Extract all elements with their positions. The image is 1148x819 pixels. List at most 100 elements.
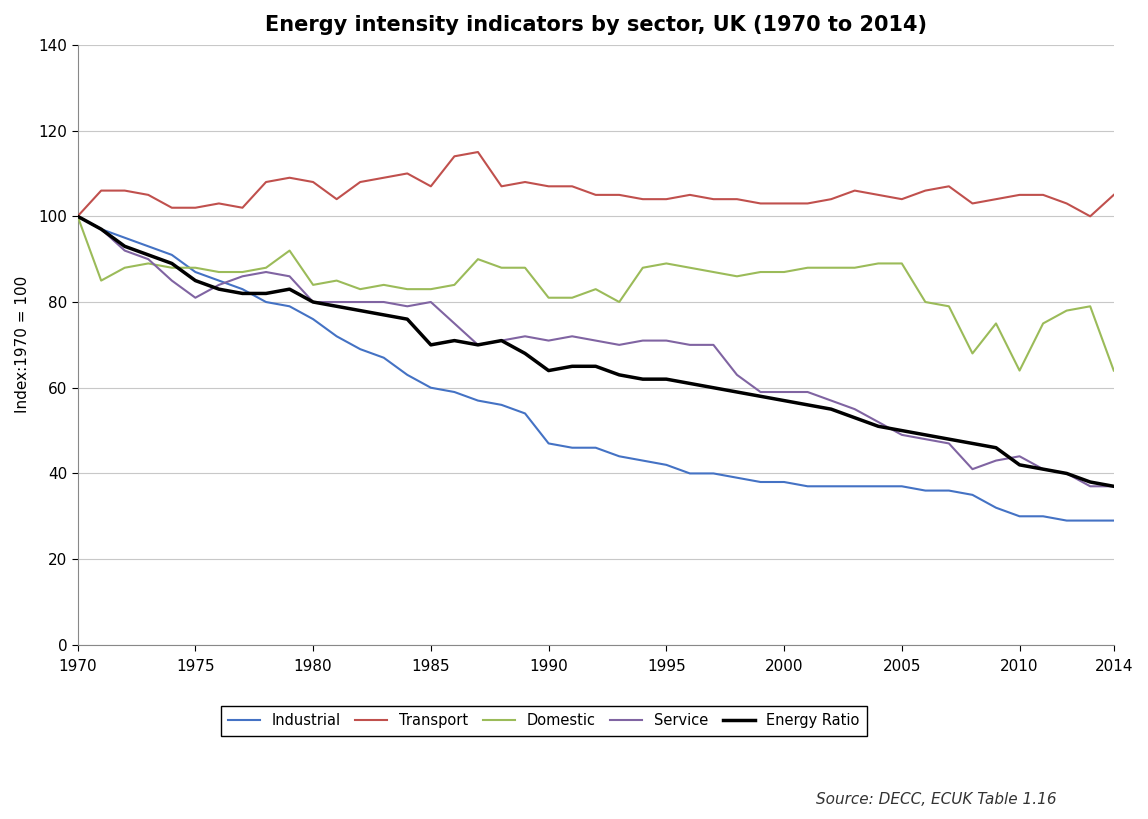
Domestic: [71, 211, 85, 221]
Transport: [683, 190, 697, 200]
Service: [848, 405, 862, 414]
Service: [871, 417, 885, 427]
Domestic: [354, 284, 367, 294]
Domestic: [943, 301, 956, 311]
Transport: [1084, 211, 1097, 221]
Domestic: [282, 246, 296, 256]
Industrial: [895, 482, 909, 491]
Service: [1060, 468, 1073, 478]
Transport: [118, 186, 132, 196]
Energy Ratio: [990, 443, 1003, 453]
Service: [730, 370, 744, 380]
Transport: [165, 203, 179, 213]
Energy Ratio: [965, 438, 979, 448]
Domestic: [212, 267, 226, 277]
Domestic: [165, 263, 179, 273]
Transport: [307, 177, 320, 187]
Industrial: [1013, 511, 1026, 521]
Energy Ratio: [282, 284, 296, 294]
Energy Ratio: [753, 391, 767, 401]
Industrial: [943, 486, 956, 495]
Industrial: [636, 455, 650, 465]
Industrial: [448, 387, 461, 397]
Domestic: [753, 267, 767, 277]
Service: [307, 297, 320, 307]
Domestic: [1084, 301, 1097, 311]
Domestic: [730, 271, 744, 281]
Industrial: [282, 301, 296, 311]
Energy Ratio: [401, 314, 414, 324]
Industrial: [659, 460, 673, 470]
Domestic: [659, 259, 673, 269]
Industrial: [801, 482, 815, 491]
Transport: [612, 190, 626, 200]
Transport: [71, 211, 85, 221]
Transport: [329, 194, 343, 204]
Transport: [659, 194, 673, 204]
Transport: [282, 173, 296, 183]
Energy Ratio: [424, 340, 437, 350]
Domestic: [990, 319, 1003, 328]
Service: [71, 211, 85, 221]
Service: [495, 336, 509, 346]
Industrial: [165, 250, 179, 260]
Industrial: [824, 482, 838, 491]
Industrial: [424, 382, 437, 392]
Transport: [495, 181, 509, 191]
Industrial: [401, 370, 414, 380]
Service: [918, 434, 932, 444]
Transport: [141, 190, 155, 200]
Energy Ratio: [824, 405, 838, 414]
Domestic: [589, 284, 603, 294]
Service: [424, 297, 437, 307]
Transport: [801, 198, 815, 208]
Energy Ratio: [354, 305, 367, 315]
Transport: [824, 194, 838, 204]
Energy Ratio: [1060, 468, 1073, 478]
Service: [1037, 464, 1050, 474]
Transport: [94, 186, 108, 196]
Transport: [259, 177, 273, 187]
Energy Ratio: [71, 211, 85, 221]
Domestic: [1037, 319, 1050, 328]
Transport: [871, 190, 885, 200]
Transport: [1013, 190, 1026, 200]
Service: [141, 254, 155, 264]
Service: [801, 387, 815, 397]
Energy Ratio: [871, 422, 885, 432]
Domestic: [495, 263, 509, 273]
Transport: [377, 173, 390, 183]
Industrial: [235, 284, 249, 294]
Line: Energy Ratio: Energy Ratio: [78, 216, 1114, 486]
Energy Ratio: [307, 297, 320, 307]
Industrial: [471, 396, 484, 405]
Transport: [965, 198, 979, 208]
Energy Ratio: [943, 434, 956, 444]
Line: Transport: Transport: [78, 152, 1114, 216]
Energy Ratio: [1013, 460, 1026, 470]
Industrial: [753, 477, 767, 487]
Industrial: [683, 468, 697, 478]
Industrial: [1037, 511, 1050, 521]
Service: [329, 297, 343, 307]
Service: [777, 387, 791, 397]
Energy Ratio: [518, 349, 532, 359]
Text: Source: DECC, ECUK Table 1.16: Source: DECC, ECUK Table 1.16: [815, 792, 1056, 807]
Transport: [542, 181, 556, 191]
Legend: Industrial, Transport, Domestic, Service, Energy Ratio: Industrial, Transport, Domestic, Service…: [220, 706, 867, 735]
Energy Ratio: [259, 288, 273, 298]
Service: [542, 336, 556, 346]
Service: [683, 340, 697, 350]
Transport: [1060, 198, 1073, 208]
Energy Ratio: [1107, 482, 1120, 491]
Transport: [895, 194, 909, 204]
Service: [188, 293, 202, 303]
Transport: [777, 198, 791, 208]
Energy Ratio: [659, 374, 673, 384]
Domestic: [518, 263, 532, 273]
Domestic: [1107, 365, 1120, 375]
Energy Ratio: [1084, 477, 1097, 487]
Service: [118, 246, 132, 256]
Domestic: [895, 259, 909, 269]
Transport: [188, 203, 202, 213]
